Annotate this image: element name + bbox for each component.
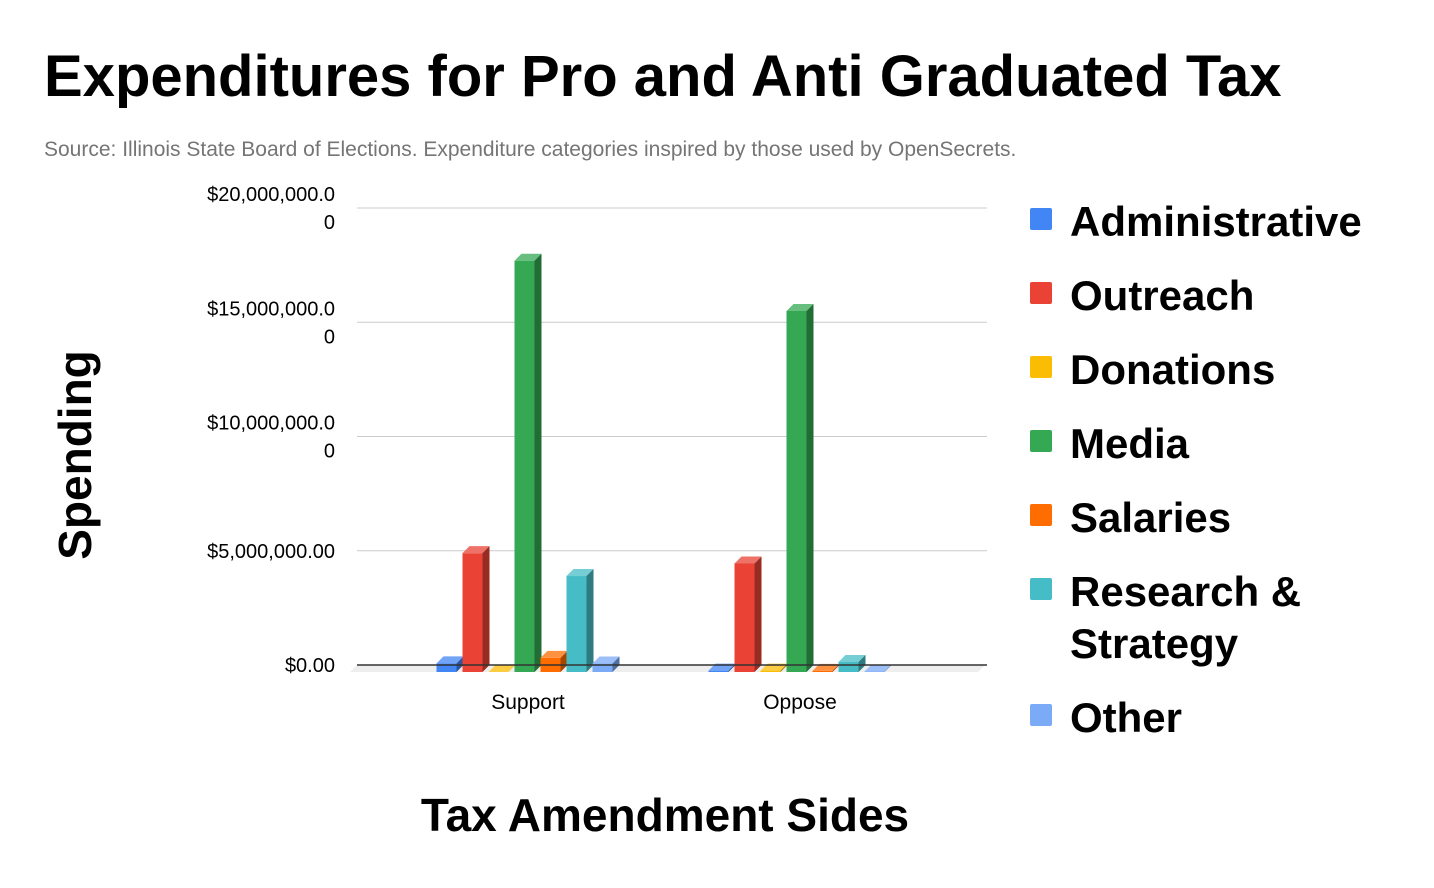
bar-side [858, 654, 866, 672]
chart-title: Expenditures for Pro and Anti Graduated … [44, 44, 1282, 109]
bar-front [812, 670, 833, 672]
bar [488, 665, 516, 672]
bar [540, 650, 568, 672]
legend-swatch [1030, 578, 1052, 600]
bar [436, 656, 464, 672]
legend-label: Outreach [1070, 272, 1255, 319]
bar-front [734, 563, 755, 672]
bars [436, 253, 892, 672]
bar-side [586, 569, 594, 672]
bar-top [462, 546, 490, 554]
legend-swatch [1030, 704, 1052, 726]
bar [864, 664, 892, 672]
legend-item: Research & Strategy [1030, 566, 1430, 670]
bar-top [514, 253, 542, 261]
bar-top [540, 650, 568, 658]
legend-swatch [1030, 504, 1052, 526]
legend: Administrative Outreach Donations Media Sala… [1030, 196, 1430, 766]
bar-front [708, 670, 729, 672]
bar-side [560, 650, 568, 672]
legend-item: Salaries [1030, 492, 1430, 544]
x-axis-categories: Support Oppose [491, 691, 837, 714]
bar-side [534, 253, 542, 672]
y-tick-label: $5,000,000.00 [207, 541, 335, 563]
bar-front [786, 310, 807, 672]
bar-top [566, 569, 594, 577]
legend-swatch [1030, 208, 1052, 230]
bar-side [456, 656, 464, 672]
legend-label: Other [1070, 694, 1183, 741]
legend-label: Administrative [1070, 198, 1362, 245]
bar-front [566, 576, 587, 672]
legend-swatch [1030, 282, 1052, 304]
bar-chart: $0.00 $5,000,000.00 $10,000,000.0 0 $15,000,… [207, 184, 987, 714]
bar [514, 253, 542, 672]
y-tick-label: $0.00 [285, 655, 335, 677]
bar-side [806, 303, 814, 672]
legend-label: Salaries [1070, 494, 1232, 541]
bar-side [754, 556, 762, 672]
legend-swatch [1030, 356, 1052, 378]
bar [838, 654, 866, 672]
legend-item: Other [1030, 692, 1430, 744]
bar-front [838, 661, 859, 672]
legend-label: Research & Strategy [1070, 568, 1302, 667]
bar-side [832, 663, 840, 672]
y-tick-label: $15,000,000.0 0 [207, 298, 335, 348]
legend-item: Administrative [1030, 196, 1430, 248]
bar-top [864, 664, 892, 672]
bar-top [734, 556, 762, 564]
bar-side [482, 546, 490, 672]
bar-front [462, 553, 483, 672]
bar-front [436, 663, 457, 672]
chart-subtitle: Source: Illinois State Board of Election… [44, 138, 1017, 161]
legend-item: Outreach [1030, 270, 1430, 322]
y-tick-label: $20,000,000.0 0 [207, 184, 335, 234]
bar [734, 556, 762, 672]
grid-lines [357, 207, 987, 552]
bar-top [592, 656, 620, 664]
bar [462, 546, 490, 672]
x-category-label: Support [491, 691, 565, 714]
bar-side [884, 664, 892, 672]
bar-top [786, 303, 814, 311]
legend-label: Donations [1070, 346, 1276, 393]
y-axis-title: Spending [49, 350, 101, 560]
legend-item: Media [1030, 418, 1430, 470]
bar-top [488, 665, 516, 672]
bar [566, 569, 594, 672]
legend-item: Donations [1030, 344, 1430, 396]
bar-top [436, 656, 464, 664]
bar-top [838, 654, 866, 662]
x-axis-title: Tax Amendment Sides [420, 789, 910, 841]
y-tick-label: $10,000,000.0 0 [207, 413, 335, 463]
x-category-label: Oppose [763, 691, 837, 714]
legend-label: Media [1070, 420, 1190, 467]
y-axis-ticks: $0.00 $5,000,000.00 $10,000,000.0 0 $15,000,… [207, 184, 335, 677]
bar [786, 303, 814, 672]
legend-swatch [1030, 430, 1052, 452]
bar-front [592, 663, 613, 672]
bar-front [514, 260, 535, 672]
bar-front [760, 670, 781, 672]
